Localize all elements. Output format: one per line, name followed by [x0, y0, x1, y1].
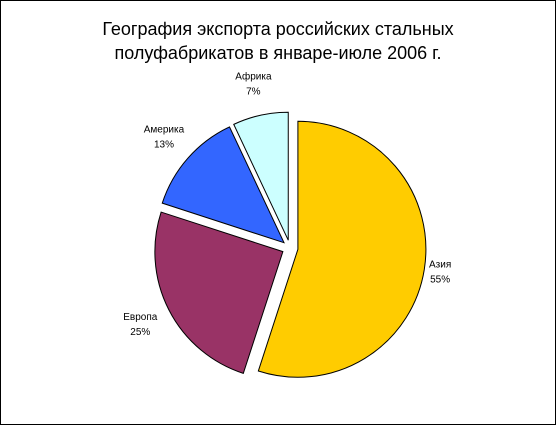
value-label: 7%	[246, 87, 261, 98]
slice-label: Европа	[123, 312, 158, 323]
pie-slice	[154, 211, 284, 374]
pie-slice	[233, 111, 289, 241]
slice-label: Африка	[235, 71, 272, 83]
value-label: 13%	[154, 140, 174, 151]
pie-slice	[257, 120, 427, 378]
chart-title: полуфабрикатов в январе-июле 2006 г.	[114, 43, 441, 63]
value-label: 55%	[430, 274, 450, 285]
slice-label: Америка	[144, 125, 185, 136]
pie-slice	[161, 126, 285, 244]
slice-label: Азия	[429, 259, 451, 270]
chart-title: География экспорта российских стальных	[102, 19, 453, 39]
value-label: 25%	[130, 327, 150, 338]
